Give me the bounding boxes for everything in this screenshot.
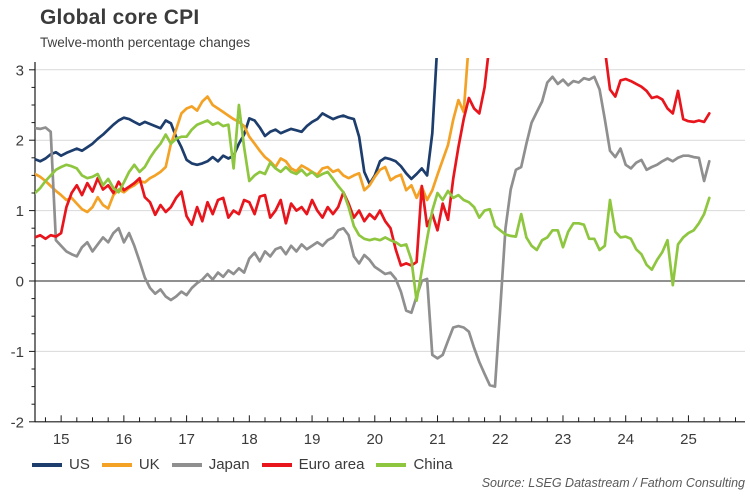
x-axis: 15 16 17 18 19 20 21 22 23 24 25 (35, 415, 745, 448)
x-tick-label: 18 (241, 431, 258, 448)
legend-swatch (101, 462, 132, 467)
x-tick-label: 15 (53, 431, 70, 448)
legend-label: China (413, 456, 453, 473)
legend-item-japan: Japan (171, 456, 250, 473)
series-line-euro-area (35, 58, 711, 267)
x-tick-label: 21 (429, 431, 446, 448)
x-tick-label: 17 (178, 431, 195, 448)
legend-item-china: China (376, 456, 453, 473)
series-line-us (35, 58, 438, 186)
series-line-china (35, 103, 711, 303)
gridlines (35, 69, 745, 352)
x-tick-label: 25 (680, 431, 697, 448)
legend-item-euro-area: Euro area (261, 456, 365, 473)
series-line-uk (35, 58, 470, 214)
legend-item-us: US (32, 457, 90, 472)
y-tick-label: -1 (11, 344, 24, 361)
legend-label: UK (138, 456, 160, 473)
y-axis: 3 2 1 0 -1 -2 (11, 62, 36, 431)
chart-legend: US UK Japan Euro area China (0, 457, 750, 472)
legend-label: US (69, 456, 90, 473)
legend-swatch (376, 462, 407, 467)
legend-swatch (171, 462, 202, 467)
chart-title: Global core CPI (40, 6, 200, 29)
x-tick-label: 19 (304, 431, 321, 448)
legend-label: Euro area (298, 456, 365, 473)
y-tick-label: 1 (16, 203, 24, 220)
x-tick-label: 23 (555, 431, 572, 448)
x-tick-label: 22 (492, 431, 509, 448)
series-line-japan (35, 75, 711, 388)
legend-swatch (32, 462, 62, 467)
y-tick-label: 0 (16, 274, 24, 291)
legend-label: Japan (208, 456, 250, 473)
source-note: Source: LSEG Datastream / Fathom Consult… (481, 476, 745, 490)
y-tick-label: 2 (16, 133, 24, 150)
x-tick-label: 16 (116, 431, 133, 448)
y-tick-label: -2 (11, 414, 24, 431)
chart-subtitle: Twelve-month percentage changes (40, 35, 251, 50)
legend-swatch (261, 462, 292, 467)
legend-item-uk: UK (101, 456, 160, 473)
x-tick-label: 24 (617, 431, 634, 448)
series-lines (35, 58, 711, 388)
y-tick-label: 3 (16, 62, 24, 79)
x-tick-label: 20 (366, 431, 383, 448)
